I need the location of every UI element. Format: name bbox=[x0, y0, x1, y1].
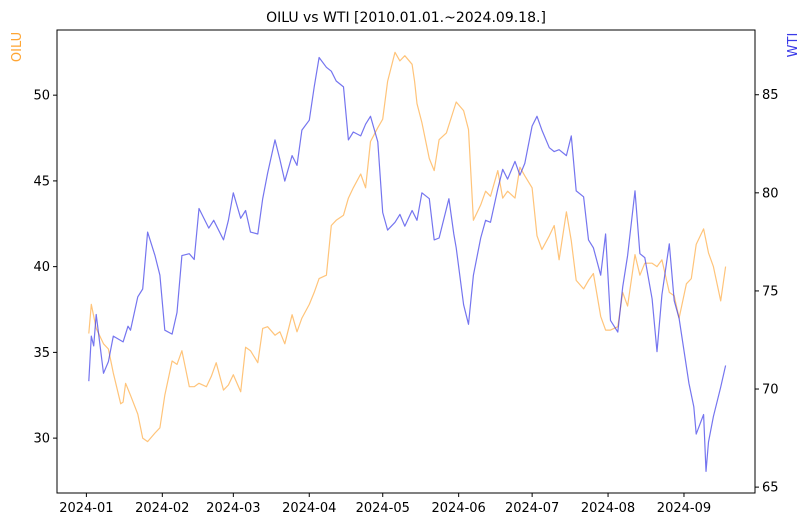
x-tick-label: 2024-06 bbox=[431, 501, 485, 516]
right-y-tick-label: 75 bbox=[762, 284, 779, 299]
x-tick-label: 2024-05 bbox=[356, 501, 410, 516]
left-y-tick-label: 50 bbox=[33, 89, 50, 104]
left-y-tick-label: 35 bbox=[33, 346, 50, 361]
left-y-tick-label: 30 bbox=[33, 432, 50, 447]
x-tick-label: 2024-04 bbox=[282, 501, 336, 516]
x-tick-label: 2024-03 bbox=[206, 501, 260, 516]
x-tick-label: 2024-02 bbox=[135, 501, 189, 516]
chart-title: OILU vs WTI [2010.01.01.~2024.09.18.] bbox=[266, 10, 546, 26]
x-tick-label: 2024-08 bbox=[581, 501, 635, 516]
left-y-tick-label: 40 bbox=[33, 260, 50, 275]
right-axis-label: WTI bbox=[786, 33, 801, 58]
right-y-tick-label: 70 bbox=[762, 383, 779, 398]
x-tick-label: 2024-01 bbox=[59, 501, 113, 516]
plot-frame bbox=[56, 29, 756, 494]
series-line-wti bbox=[88, 56, 727, 472]
series-line-oilu bbox=[88, 51, 727, 443]
left-y-tick-label: 45 bbox=[33, 174, 50, 189]
right-y-tick-label: 85 bbox=[762, 88, 779, 103]
x-tick-label: 2024-09 bbox=[657, 501, 711, 516]
plot-area bbox=[88, 51, 727, 472]
x-tick-label: 2024-07 bbox=[505, 501, 559, 516]
right-y-tick-label: 65 bbox=[762, 481, 779, 496]
right-y-tick-label: 80 bbox=[762, 186, 779, 201]
left-axis-label: OILU bbox=[10, 32, 25, 62]
